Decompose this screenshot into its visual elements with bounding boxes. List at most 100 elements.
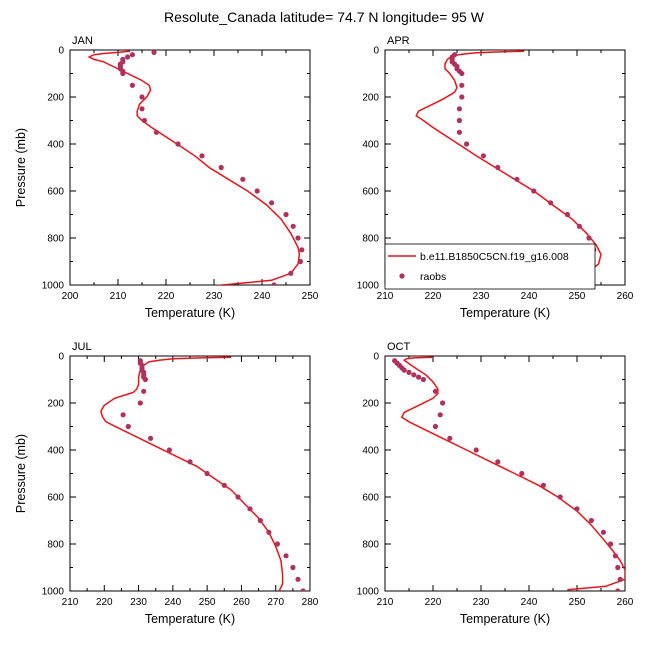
- raob-point: [495, 164, 501, 171]
- raob-point: [139, 94, 145, 100]
- x-tick-label: 220: [425, 291, 442, 302]
- raob-point: [142, 376, 148, 383]
- raob-point: [218, 164, 224, 171]
- raob-point: [464, 141, 470, 147]
- raob-point: [440, 400, 446, 406]
- raob-point: [137, 400, 143, 406]
- x-tick-label: 210: [110, 291, 127, 302]
- raob-point: [456, 106, 462, 112]
- raob-point: [295, 576, 301, 582]
- raob-point: [437, 412, 443, 418]
- y-tick-label: 200: [47, 93, 64, 104]
- x-tick-label: 280: [302, 597, 319, 608]
- raob-point: [612, 553, 619, 559]
- raob-point: [274, 541, 280, 547]
- raob-point: [199, 153, 205, 159]
- x-tick-label: 240: [521, 291, 538, 302]
- x-tick-label: 210: [377, 597, 394, 608]
- raob-point: [459, 82, 465, 88]
- x-tick-label: 240: [254, 291, 271, 302]
- raob-point: [456, 129, 462, 135]
- raob-point: [247, 506, 253, 512]
- panel-title-apr: APR: [387, 35, 410, 47]
- y-tick-label: 600: [47, 493, 64, 504]
- x-tick-label: 230: [206, 291, 223, 302]
- panels: JAN 200 210 220 230 240 250 0 200 400 600 800 1000 Te…: [14, 35, 634, 626]
- raob-point: [187, 459, 193, 465]
- raob-point: [557, 494, 563, 500]
- y-tick-label: 200: [47, 399, 64, 410]
- raob-point: [480, 153, 486, 159]
- raob-point: [151, 50, 157, 55]
- raob-point: [447, 435, 453, 441]
- legend-box: [384, 243, 596, 290]
- x-axis-title: Temperature (K): [145, 306, 235, 320]
- y-tick-label: 0: [373, 46, 379, 57]
- y-tick-label: 400: [47, 446, 64, 457]
- raob-point: [266, 529, 272, 535]
- raob-point: [129, 52, 135, 58]
- x-tick-label: 260: [617, 291, 634, 302]
- x-tick-label: 260: [617, 597, 634, 608]
- raob-point: [139, 106, 145, 112]
- raob-point: [299, 247, 305, 253]
- panel-title-jul: JUL: [72, 341, 92, 353]
- raob-point: [495, 459, 501, 465]
- x-tick-label: 240: [165, 597, 182, 608]
- y-tick-label: 800: [47, 540, 64, 551]
- raob-point: [459, 70, 465, 77]
- x-tick-label: 250: [569, 291, 586, 302]
- x-tick-label: 250: [302, 291, 319, 302]
- x-tick-label: 260: [233, 597, 250, 608]
- y-tick-label: 0: [58, 352, 64, 363]
- raob-point: [240, 176, 246, 182]
- y-tick-label: 800: [362, 540, 379, 551]
- legend-dot-swatch: [399, 273, 405, 279]
- y-tick-label: 1000: [357, 281, 380, 292]
- x-axis-title: Temperature (K): [460, 612, 550, 626]
- raob-point: [221, 482, 227, 488]
- x-axis-title: Temperature (K): [460, 306, 550, 320]
- x-tick-label: 250: [569, 597, 586, 608]
- y-tick-label: 1000: [357, 587, 380, 598]
- raob-point: [531, 188, 537, 194]
- raob-point: [456, 117, 462, 124]
- raob-point: [411, 372, 417, 378]
- raob-point: [586, 235, 592, 241]
- panel-jan: JAN 200 210 220 230 240 250 0 200 400 600 800 1000 Te…: [14, 35, 319, 320]
- raob-point: [548, 200, 554, 206]
- raob-point: [473, 447, 479, 453]
- raob-point: [288, 270, 294, 276]
- x-tick-label: 250: [199, 597, 216, 608]
- raob-point: [576, 223, 583, 229]
- raob-point: [283, 211, 289, 218]
- y-tick-label: 1000: [42, 587, 65, 598]
- raob-point: [432, 388, 438, 394]
- raob-point: [271, 282, 277, 285]
- raob-point: [574, 506, 580, 512]
- raob-point: [129, 82, 135, 88]
- y-tick-label: 400: [362, 140, 379, 151]
- x-tick-label: 210: [62, 597, 79, 608]
- raob-point: [283, 553, 289, 559]
- model-profile-line: [415, 50, 602, 285]
- plot-frame-jan: [69, 49, 311, 286]
- plot-frame-jul: [69, 355, 311, 592]
- raob-point: [141, 388, 147, 394]
- y-tick-label: 200: [362, 93, 379, 104]
- x-tick-label: 220: [158, 291, 175, 302]
- raob-point: [608, 541, 614, 547]
- raob-point: [401, 367, 407, 373]
- y-tick-label: 1000: [42, 281, 65, 292]
- y-tick-label: 600: [362, 493, 379, 504]
- legend-obs-label: raobs: [420, 271, 446, 283]
- x-tick-label: 230: [130, 597, 147, 608]
- raob-point: [148, 435, 154, 441]
- raob-point: [204, 470, 210, 477]
- plot-area-jan: [87, 50, 305, 285]
- y-tick-label: 200: [362, 399, 379, 410]
- raob-point: [254, 188, 260, 194]
- panel-title-jan: JAN: [72, 35, 93, 47]
- model-profile-line: [100, 356, 284, 591]
